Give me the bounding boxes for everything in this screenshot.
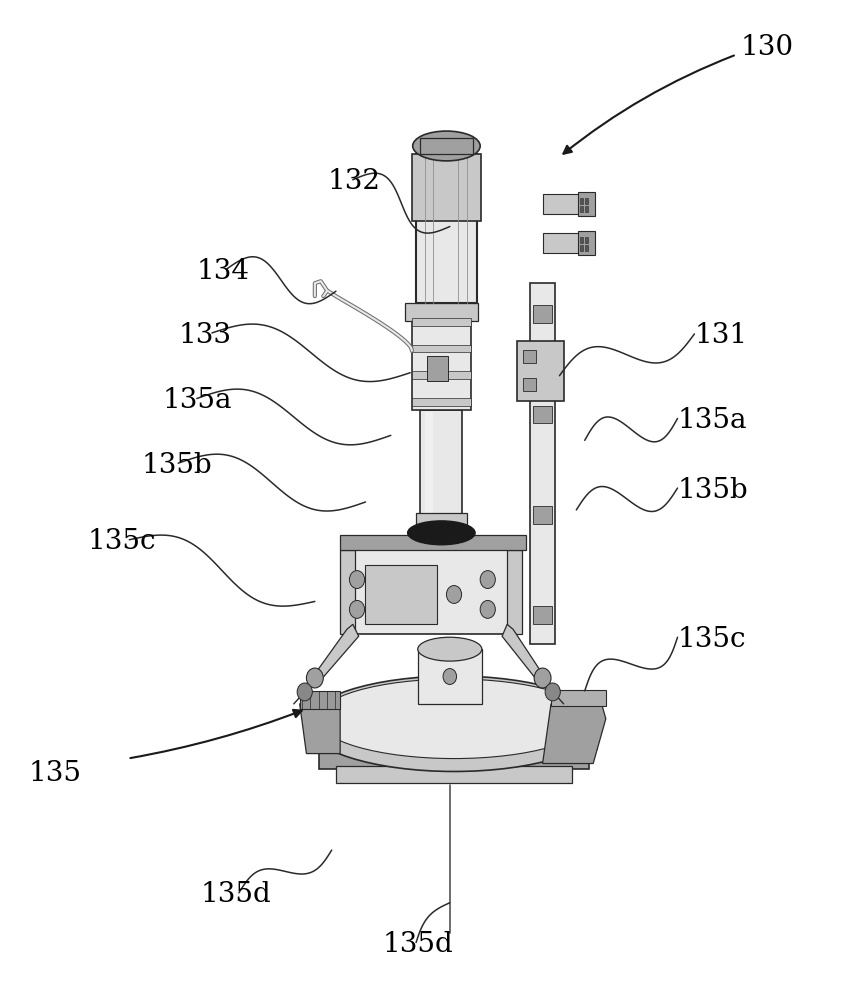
Bar [578,192,595,216]
Ellipse shape [443,669,457,684]
Text: 132: 132 [328,168,380,195]
Ellipse shape [418,637,482,661]
Polygon shape [300,699,340,754]
Bar [412,318,471,326]
Bar [420,138,473,154]
Text: 133: 133 [178,322,231,349]
Ellipse shape [297,683,312,701]
Bar [416,513,467,525]
Bar [551,690,606,706]
Bar [533,506,552,524]
Bar [530,283,555,644]
Bar [340,550,356,634]
Bar [580,198,583,204]
Bar [585,237,588,243]
Text: 135c: 135c [678,626,746,653]
Text: 135b: 135b [142,452,212,479]
Bar [412,154,481,221]
Ellipse shape [545,683,560,701]
Polygon shape [315,624,359,682]
Bar [523,350,536,363]
Ellipse shape [413,131,481,161]
Bar [543,233,581,253]
Ellipse shape [408,521,475,545]
Bar [578,231,595,255]
Text: 135c: 135c [87,528,155,555]
Text: 135d: 135d [382,931,453,958]
Bar [517,341,564,401]
Bar [523,378,536,391]
Bar [319,744,589,768]
Bar [585,198,588,204]
Text: 135d: 135d [201,881,272,908]
Text: 135: 135 [28,760,82,787]
Text: 135a: 135a [678,407,747,434]
Bar [420,410,463,525]
Bar [543,194,581,214]
Bar [427,356,448,381]
Bar [311,699,598,749]
Bar [340,535,526,550]
Bar [412,371,471,379]
Bar [533,305,552,323]
Ellipse shape [447,586,462,603]
Bar [418,649,482,704]
Bar [580,237,583,243]
Bar [424,412,433,523]
Bar [533,606,552,624]
Bar [416,154,477,303]
Bar [580,245,583,251]
Text: 131: 131 [694,322,747,349]
Ellipse shape [318,679,591,759]
Ellipse shape [481,571,495,589]
Bar [585,245,588,251]
Bar [300,691,340,709]
Bar [365,565,437,624]
Ellipse shape [534,668,551,688]
Bar [412,398,471,406]
Bar [412,321,471,410]
Bar [412,345,471,352]
Bar [585,206,588,212]
Bar [349,550,517,634]
Polygon shape [502,624,543,682]
Polygon shape [543,704,606,764]
Ellipse shape [350,600,364,618]
Text: 130: 130 [741,34,794,61]
Text: 135b: 135b [678,477,748,504]
Ellipse shape [306,676,602,771]
Text: 135a: 135a [163,387,233,414]
Ellipse shape [350,571,364,589]
Bar [336,766,572,783]
Text: 134: 134 [197,258,250,285]
Bar [405,303,478,321]
Bar [533,406,552,423]
Bar [580,206,583,212]
Ellipse shape [481,600,495,618]
Ellipse shape [306,668,323,688]
Bar [507,550,522,634]
